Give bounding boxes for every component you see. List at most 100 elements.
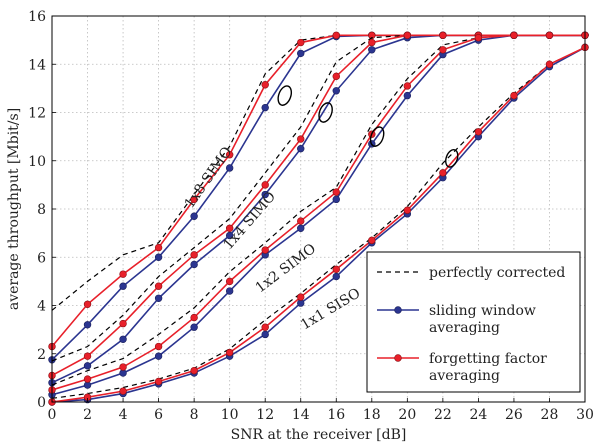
- sliding-point: [297, 224, 305, 233]
- group-bracket-2: [369, 126, 385, 147]
- sliding-point: [261, 190, 269, 199]
- forgetting-point: [119, 363, 127, 371]
- x-tick-label: 22: [434, 407, 452, 423]
- forgetting-point: [439, 46, 447, 54]
- forgetting-point: [83, 375, 92, 383]
- sliding-point: [154, 294, 163, 302]
- group-label-1: 1x4 SIMO: [220, 189, 279, 253]
- forgetting-point: [225, 277, 234, 286]
- series-group-2: [48, 31, 589, 399]
- legend-marker-forgetting: [394, 354, 402, 362]
- group-bracket-1: [318, 102, 333, 123]
- forgetting-point: [225, 151, 234, 159]
- series-layer: [48, 31, 589, 406]
- group-bracket-0: [277, 85, 293, 106]
- perfect-line: [51, 34, 585, 311]
- sliding-point: [297, 144, 305, 153]
- forgetting-point: [261, 181, 269, 189]
- y-axis-label: average throughput [Mbit/s]: [6, 108, 22, 310]
- forgetting-point: [332, 72, 340, 81]
- sliding-point: [83, 321, 92, 329]
- sliding-point: [225, 287, 234, 295]
- sliding-point: [190, 212, 198, 220]
- perfect-line: [51, 46, 586, 399]
- y-tick-label: 10: [28, 154, 46, 170]
- x-tick-label: 24: [469, 407, 487, 423]
- forgetting-point: [154, 282, 163, 290]
- legend-label-0: perfectly corrected: [429, 265, 565, 281]
- sliding-point: [119, 335, 127, 343]
- y-tick-label: 8: [37, 202, 46, 218]
- forgetting-point: [83, 352, 92, 360]
- forgetting-point: [332, 31, 340, 39]
- forgetting-line: [51, 34, 585, 377]
- sliding-point: [261, 330, 269, 339]
- series-group-3: [48, 43, 589, 406]
- forgetting-point: [261, 323, 269, 331]
- forgetting-point: [119, 387, 127, 395]
- group-label-0: 1x8 SIMO: [182, 144, 236, 211]
- x-tick-label: 12: [256, 407, 274, 423]
- sliding-point: [119, 282, 127, 290]
- x-tick-label: 26: [505, 407, 523, 423]
- forgetting-point: [510, 31, 518, 39]
- forgetting-point: [190, 195, 198, 204]
- x-tick-label: 28: [541, 407, 559, 423]
- y-tick-label: 16: [28, 9, 46, 25]
- y-tick-label: 6: [37, 250, 46, 266]
- forgetting-point: [297, 38, 305, 47]
- forgetting-point: [545, 31, 554, 39]
- x-tick-label: 10: [221, 407, 239, 423]
- sliding-point: [297, 49, 305, 58]
- forgetting-point: [439, 169, 447, 177]
- forgetting-point: [190, 313, 198, 322]
- sliding-point: [332, 195, 340, 204]
- perfect-line: [51, 34, 585, 386]
- sliding-point: [225, 164, 234, 172]
- sliding-point: [154, 352, 163, 360]
- sliding-point: [154, 253, 163, 261]
- sliding-point: [83, 362, 92, 370]
- group-label-3: 1x1 SISO: [298, 285, 363, 333]
- forgetting-point: [403, 206, 412, 214]
- x-tick-label: 6: [154, 407, 163, 423]
- forgetting-line: [51, 34, 585, 391]
- x-tick-label: 14: [292, 407, 310, 423]
- legend-label-2: averaging: [429, 368, 500, 384]
- forgetting-point: [154, 342, 163, 351]
- sliding-point: [225, 231, 234, 240]
- x-tick-label: 30: [576, 407, 594, 423]
- sliding-line: [51, 34, 585, 396]
- forgetting-point: [545, 60, 554, 68]
- sliding-point: [368, 46, 376, 54]
- y-tick-label: 0: [37, 395, 46, 411]
- legend-label-1: sliding window: [429, 303, 536, 319]
- forgetting-point: [510, 91, 518, 100]
- forgetting-point: [297, 293, 305, 301]
- y-tick-label: 4: [37, 299, 46, 315]
- x-tick-label: 16: [327, 407, 345, 423]
- x-tick-label: 8: [190, 407, 199, 423]
- forgetting-point: [261, 81, 269, 89]
- forgetting-point: [225, 224, 234, 233]
- forgetting-point: [119, 270, 127, 278]
- sliding-point: [190, 323, 198, 331]
- sliding-line: [51, 46, 586, 403]
- x-tick-label: 20: [398, 407, 416, 423]
- forgetting-point: [83, 300, 92, 308]
- forgetting-point: [332, 188, 340, 196]
- forgetting-point: [154, 377, 163, 386]
- y-tick-label: 12: [28, 106, 46, 122]
- forgetting-point: [261, 246, 269, 254]
- legend-marker-sliding: [394, 306, 402, 314]
- forgetting-point: [190, 366, 198, 375]
- sliding-point: [261, 103, 269, 112]
- sliding-point: [332, 272, 340, 281]
- forgetting-point: [190, 251, 198, 259]
- legend-label-1: averaging: [429, 320, 500, 336]
- x-tick-label: 18: [363, 407, 381, 423]
- y-tick-label: 2: [37, 347, 46, 363]
- y-tick-label: 14: [28, 57, 46, 73]
